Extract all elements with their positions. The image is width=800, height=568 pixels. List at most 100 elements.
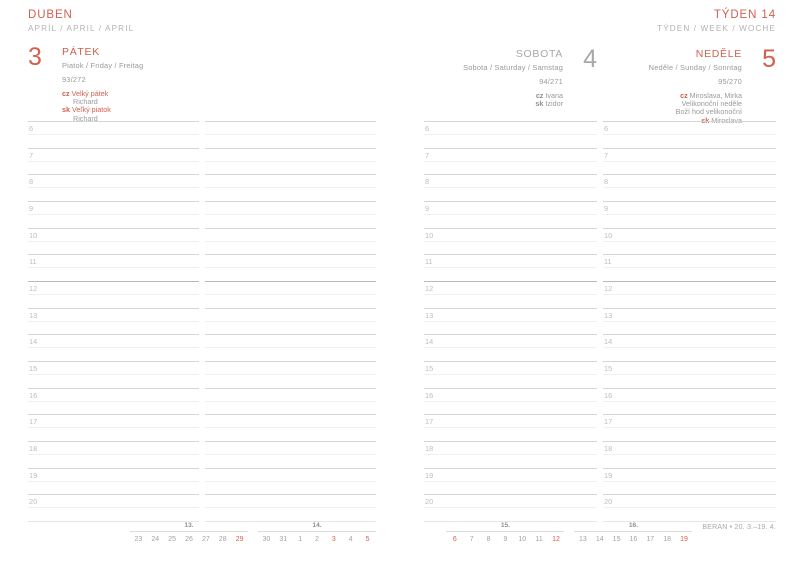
schedule-row-17[interactable]: [205, 414, 376, 441]
schedule-row-19[interactable]: [205, 467, 376, 495]
schedule-row-19[interactable]: 19: [28, 467, 199, 495]
schedule-row-13[interactable]: [205, 307, 376, 335]
schedule-row-18[interactable]: 18: [28, 440, 199, 468]
schedule-row-17[interactable]: 17: [424, 414, 597, 441]
week-strip-day[interactable]: 31: [279, 536, 288, 543]
schedule-row-8[interactable]: 8: [424, 174, 597, 201]
schedule-row-19[interactable]: 19: [603, 467, 776, 495]
schedule-column-sunday[interactable]: 6 7 8 9 10 11 12 13 14 15 16 17 18 19 20: [603, 121, 776, 522]
week-strip-day[interactable]: 30: [262, 536, 271, 543]
schedule-row-12[interactable]: 12: [28, 280, 199, 308]
schedule-row-10[interactable]: 10: [424, 227, 597, 255]
schedule-row-13[interactable]: 13: [603, 307, 776, 335]
week-strip-day[interactable]: 5: [365, 536, 370, 543]
week-strip-day[interactable]: 26: [185, 536, 193, 543]
week-strip-day[interactable]: 11: [535, 536, 543, 543]
week-strip-day[interactable]: 6: [452, 536, 457, 543]
schedule-row-17[interactable]: 17: [28, 414, 199, 441]
week-strip-day[interactable]: 2: [315, 536, 319, 543]
week-strip-16[interactable]: 16. 13 14 15 16 17 18 19: [574, 522, 693, 544]
schedule-row-11[interactable]: 11: [603, 254, 776, 281]
schedule-row-6[interactable]: 6: [28, 121, 199, 148]
schedule-column-hours[interactable]: 6 7 8 9 10 11 12 13 14 15 16 17 18 19 20: [28, 121, 199, 522]
week-strip-day[interactable]: 13: [578, 536, 587, 543]
schedule-row-6[interactable]: [205, 121, 376, 148]
schedule-row-15[interactable]: [205, 360, 376, 388]
week-strip-day[interactable]: 23: [134, 536, 143, 543]
week-strip-day[interactable]: 27: [201, 536, 210, 543]
week-strip-day[interactable]: 14: [595, 536, 604, 543]
schedule-row-8[interactable]: 8: [603, 174, 776, 201]
week-strip-13[interactable]: 13. 23 24 25 26 27 28 29: [130, 522, 248, 544]
schedule-row-9[interactable]: 9: [424, 200, 597, 228]
schedule-row-8[interactable]: [205, 174, 376, 201]
schedule-row-11[interactable]: [205, 254, 376, 281]
week-strip-day[interactable]: 3: [331, 536, 336, 543]
schedule-row-9[interactable]: 9: [603, 200, 776, 228]
schedule-row-10[interactable]: 10: [603, 227, 776, 255]
day-number: 3: [28, 43, 42, 71]
schedule-column-notes[interactable]: [205, 121, 376, 522]
week-strip-day[interactable]: 29: [235, 536, 244, 543]
week-strip-day[interactable]: 9: [503, 536, 508, 543]
week-strip-15[interactable]: 15. 6 7 8 9 10 11 12: [446, 522, 565, 544]
schedule-row-7[interactable]: 7: [424, 147, 597, 175]
week-strip-day[interactable]: 8: [486, 536, 491, 543]
schedule-row-16[interactable]: 16: [28, 387, 199, 415]
week-strip-day[interactable]: 15: [612, 536, 621, 543]
schedule-row-9[interactable]: 9: [28, 200, 199, 228]
schedule-row-12[interactable]: 12: [603, 280, 776, 308]
schedule-row-11[interactable]: 11: [424, 254, 597, 281]
schedule-row-18[interactable]: [205, 440, 376, 468]
schedule-row-19[interactable]: 19: [424, 467, 597, 495]
nameday-row: cz Velký pátek: [62, 89, 376, 98]
schedule-row-15[interactable]: 15: [424, 360, 597, 388]
schedule-row-15[interactable]: 15: [603, 360, 776, 388]
schedule-row-20[interactable]: 20: [603, 494, 776, 521]
schedule-row-10[interactable]: 10: [28, 227, 199, 255]
schedule-row-18[interactable]: 18: [603, 440, 776, 468]
schedule-row-11[interactable]: 11: [28, 254, 199, 281]
schedule-row-16[interactable]: 16: [603, 387, 776, 415]
schedule-column-saturday[interactable]: 6 7 8 9 10 11 12 13 14 15 16 17 18 19 20: [424, 121, 597, 522]
week-strip-day[interactable]: 10: [518, 536, 527, 543]
schedule-row-18[interactable]: 18: [424, 440, 597, 468]
week-strip-day[interactable]: 1: [298, 536, 303, 543]
week-strip-day[interactable]: 19: [680, 536, 688, 543]
schedule-row-20[interactable]: 20: [28, 494, 199, 521]
week-strip-day[interactable]: 16: [629, 536, 638, 543]
schedule-row-16[interactable]: 16: [424, 387, 597, 415]
schedule-row-20[interactable]: 20: [424, 494, 597, 521]
schedule-row-10[interactable]: [205, 227, 376, 255]
schedule-row-12[interactable]: [205, 280, 376, 308]
schedule-row-14[interactable]: 14: [28, 334, 199, 361]
week-strip-day[interactable]: 25: [168, 536, 177, 543]
week-strip-day[interactable]: 18: [663, 536, 672, 543]
schedule-row-17[interactable]: 17: [603, 414, 776, 441]
schedule-row-14[interactable]: 14: [424, 334, 597, 361]
hour-rule: [28, 147, 199, 149]
schedule-row-6[interactable]: 6: [424, 121, 597, 148]
schedule-row-7[interactable]: 7: [603, 147, 776, 175]
schedule-row-14[interactable]: [205, 334, 376, 361]
week-strip-day[interactable]: 12: [552, 536, 560, 543]
schedule-row-13[interactable]: 13: [28, 307, 199, 335]
day-sunday: 5 NEDĚLE Neděle / Sunday / Sonntag 95/27…: [603, 47, 776, 125]
schedule-row-7[interactable]: [205, 147, 376, 175]
schedule-row-14[interactable]: 14: [603, 334, 776, 361]
week-strip-14[interactable]: 14. 30 31 1 2 3 4 5: [258, 522, 376, 544]
schedule-row-6[interactable]: 6: [603, 121, 776, 148]
schedule-row-8[interactable]: 8: [28, 174, 199, 201]
week-strip-day[interactable]: 28: [218, 536, 227, 543]
schedule-row-13[interactable]: 13: [424, 307, 597, 335]
schedule-row-20[interactable]: [205, 494, 376, 521]
week-strip-day[interactable]: 7: [469, 536, 474, 543]
schedule-row-9[interactable]: [205, 200, 376, 228]
week-strip-day[interactable]: 4: [348, 536, 353, 543]
schedule-row-12[interactable]: 12: [424, 280, 597, 308]
schedule-row-16[interactable]: [205, 387, 376, 415]
schedule-row-15[interactable]: 15: [28, 360, 199, 388]
week-strip-day[interactable]: 24: [151, 536, 160, 543]
week-strip-day[interactable]: 17: [646, 536, 655, 543]
schedule-row-7[interactable]: 7: [28, 147, 199, 175]
